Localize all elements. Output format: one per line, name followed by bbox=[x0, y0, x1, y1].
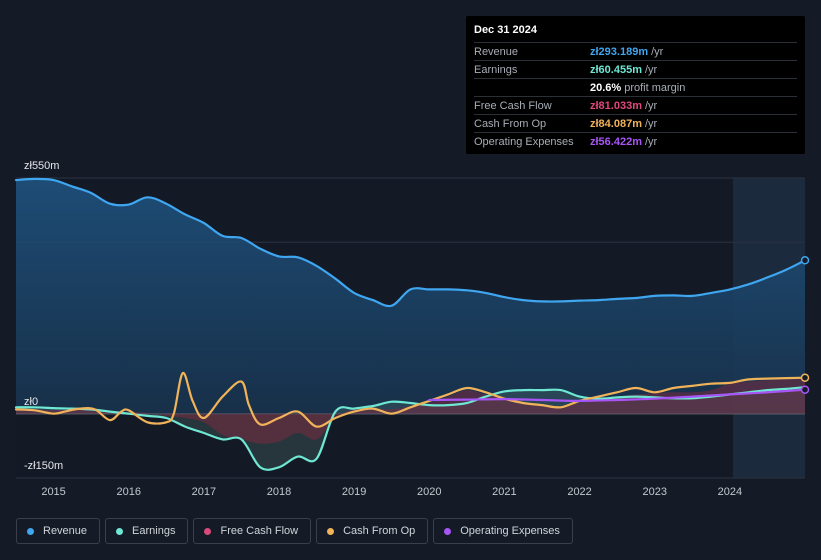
tooltip-row-value: zł56.422m bbox=[590, 135, 642, 148]
tooltip-row-value: zł84.087m bbox=[590, 117, 642, 130]
legend-item-free-cash-flow[interactable]: Free Cash Flow bbox=[193, 518, 312, 544]
x-tick-label: 2020 bbox=[417, 486, 442, 498]
tooltip-row-unit: /yr bbox=[644, 99, 658, 112]
x-tick-label: 2018 bbox=[266, 486, 292, 498]
x-tick-label: 2019 bbox=[341, 486, 367, 498]
x-tick-label: 2017 bbox=[191, 486, 217, 498]
legend-label: Free Cash Flow bbox=[220, 525, 299, 537]
tooltip-row-value: zł293.189m bbox=[590, 45, 649, 58]
legend-item-operating-expenses[interactable]: Operating Expenses bbox=[433, 518, 573, 544]
tooltip-date: Dec 31 2024 bbox=[474, 24, 537, 36]
tooltip-row-value: zł60.455m bbox=[590, 63, 642, 76]
tooltip-row-unit: /yr bbox=[644, 63, 658, 76]
tooltip-row: 20.6% profit margin bbox=[474, 78, 797, 96]
revenue-end-marker bbox=[800, 256, 810, 265]
tooltip-row: Operating Expenses zł56.422m/yr bbox=[474, 132, 797, 150]
revenue-area bbox=[16, 178, 805, 414]
legend-item-earnings[interactable]: Earnings bbox=[105, 518, 189, 544]
y-axis-zero-label: zł0 bbox=[24, 396, 39, 408]
tooltip-row-unit: /yr bbox=[644, 117, 658, 130]
operating-expenses-line bbox=[428, 388, 807, 402]
legend-dot-icon bbox=[444, 527, 452, 535]
legend-label: Earnings bbox=[132, 525, 176, 537]
tooltip-row-label: Revenue bbox=[474, 45, 519, 58]
cash-from-op-end-marker bbox=[800, 373, 810, 382]
tooltip-row-unit: /yr bbox=[651, 45, 664, 58]
cash-from-op-line bbox=[14, 371, 807, 428]
free-cash-flow-area bbox=[16, 379, 805, 444]
x-tick-label: 2024 bbox=[717, 486, 743, 498]
x-tick-label: 2016 bbox=[116, 486, 141, 498]
operating-expenses-end-marker bbox=[800, 385, 810, 394]
tooltip-row-value: zł81.033m bbox=[590, 99, 642, 112]
legend-dot-icon bbox=[116, 527, 124, 535]
tooltip-row-value: 20.6% bbox=[590, 81, 622, 94]
legend-label: Operating Expenses bbox=[460, 525, 560, 537]
x-tick-label: 2021 bbox=[492, 486, 517, 498]
legend-dot-icon bbox=[27, 527, 34, 535]
y-axis-top-label: zł550m bbox=[24, 160, 60, 172]
tooltip-row-label: Free Cash Flow bbox=[474, 99, 552, 112]
tooltip-row: Earnings zł60.455m/yr bbox=[474, 60, 797, 78]
legend-item-cash-from-op[interactable]: Cash From Op bbox=[316, 518, 429, 544]
legend: Revenue Earnings Free Cash Flow Cash From O… bbox=[16, 518, 573, 544]
legend-label: Cash From Op bbox=[343, 525, 416, 537]
tooltip-row-label: Operating Expenses bbox=[474, 135, 574, 148]
tooltip-panel: Dec 31 2024 Revenue zł293.189m/yr Earnings… bbox=[466, 16, 805, 154]
revenue-line bbox=[14, 177, 807, 308]
tooltip-row-label: Earnings bbox=[474, 63, 518, 76]
x-tick-label: 2022 bbox=[567, 486, 592, 498]
legend-item-revenue[interactable]: Revenue bbox=[16, 518, 101, 544]
x-tick-label: 2015 bbox=[41, 486, 66, 498]
x-tick-label: 2023 bbox=[642, 486, 667, 498]
tooltip-row-unit: /yr bbox=[644, 135, 658, 148]
tooltip-row-unit: profit margin bbox=[624, 81, 686, 94]
tooltip-row-label: Cash From Op bbox=[474, 117, 547, 130]
tooltip-row: Revenue zł293.189m/yr bbox=[474, 42, 797, 60]
legend-dot-icon bbox=[327, 527, 335, 535]
tooltip-row: Free Cash Flow zł81.033m/yr bbox=[474, 96, 797, 114]
legend-dot-icon bbox=[204, 527, 212, 535]
y-axis-bottom-label: -zł150m bbox=[24, 460, 64, 472]
legend-label: Revenue bbox=[43, 525, 88, 537]
tooltip-row: Cash From Op zł84.087m/yr bbox=[474, 114, 797, 132]
